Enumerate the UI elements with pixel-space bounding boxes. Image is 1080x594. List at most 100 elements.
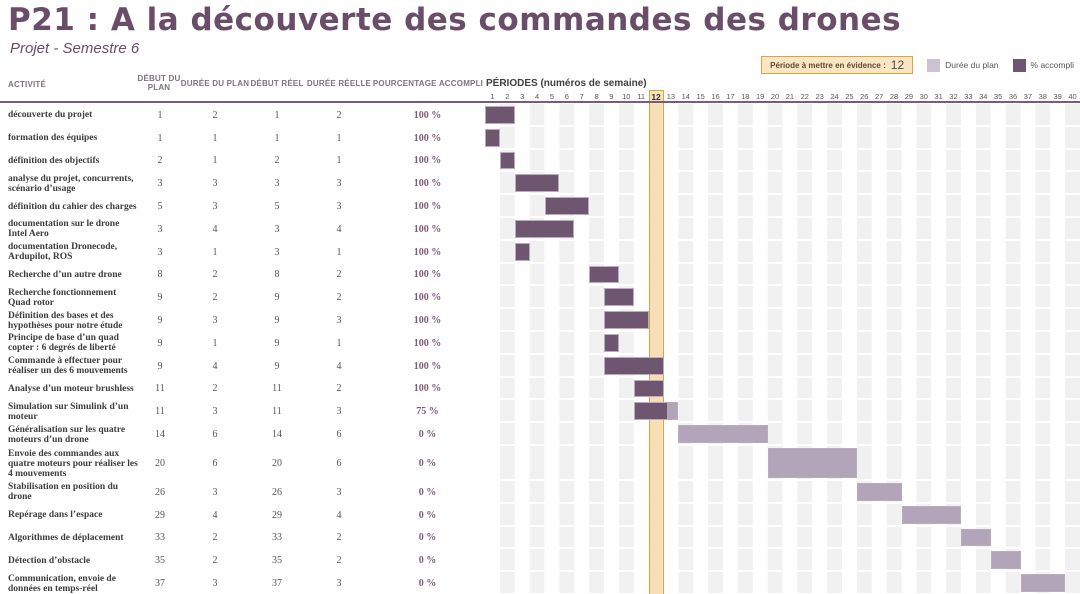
week-stripes-background — [485, 377, 1080, 399]
cell-pourcentage: 0 % — [418, 458, 437, 469]
week-number-20: 20 — [770, 92, 780, 101]
cell-real-dur: 2 — [336, 555, 342, 567]
cell-real-dur: 6 — [336, 429, 342, 441]
cell-real-start: 1 — [274, 132, 280, 144]
week-number-14: 14 — [681, 92, 690, 101]
cell-plan-start: 29 — [155, 509, 165, 521]
cell-plan-dur: 3 — [212, 486, 218, 498]
week-number-37: 37 — [1023, 92, 1033, 101]
cell-plan-dur: 1 — [212, 246, 218, 258]
cell-plan-start: 14 — [155, 429, 165, 441]
week-number-38: 38 — [1038, 92, 1047, 101]
gantt-bar-accompli — [590, 266, 618, 283]
week-number-2: 2 — [505, 92, 510, 101]
gantt-bar-plan — [633, 379, 664, 398]
highlight-week-box: Période à mettre en évidence : 12 — [761, 56, 914, 74]
week-number-1: 1 — [490, 92, 495, 101]
cell-plan-dur: 4 — [212, 223, 218, 235]
legend: Période à mettre en évidence : 12 Durée … — [761, 56, 1074, 74]
task-row-20: Détection d’obstacle 35 2 35 2 0 % — [0, 549, 1080, 572]
cell-real-start: 9 — [274, 292, 280, 304]
week-number-36: 36 — [1008, 92, 1018, 101]
cell-plan-start: 8 — [157, 269, 163, 281]
cell-real-start: 3 — [274, 178, 280, 190]
gantt-strip — [485, 481, 1080, 504]
cell-plan-start: 20 — [155, 458, 165, 469]
gantt-strip — [485, 400, 1080, 423]
highlight-week-label: Période à mettre en évidence : — [770, 60, 886, 70]
cell-real-dur: 3 — [336, 315, 342, 327]
week-number-39: 39 — [1053, 92, 1062, 101]
cell-plan-dur: 2 — [212, 555, 218, 567]
cell-real-dur: 4 — [336, 509, 342, 521]
activity-name: définition des objectifs — [8, 155, 100, 166]
week-number-40: 40 — [1068, 92, 1077, 101]
gantt-strip — [485, 377, 1080, 401]
week-stripes-background — [485, 149, 1080, 171]
gantt-strip — [485, 446, 1080, 481]
gantt-strip — [485, 354, 1080, 378]
gantt-bar-accompli — [515, 243, 529, 260]
week-stripes-background — [485, 354, 1080, 376]
cell-plan-start: 11 — [155, 383, 165, 395]
cell-real-dur: 2 — [336, 383, 342, 395]
legend-plan: Durée du plan — [927, 58, 999, 72]
cell-pourcentage: 100 % — [413, 178, 442, 190]
week-stripes-background — [485, 332, 1080, 353]
activity-name: analyse du projet, concurrents, scénario… — [8, 173, 134, 194]
cell-plan-start: 35 — [155, 555, 165, 567]
cell-real-start: 9 — [274, 315, 280, 327]
cell-plan-dur: 2 — [212, 292, 218, 304]
task-row-21: Communication, envoie de données en temp… — [0, 572, 1080, 594]
gantt-bar-plan — [604, 288, 634, 307]
highlight-week-value[interactable]: 12 — [890, 58, 905, 72]
cell-plan-dur: 2 — [212, 532, 218, 544]
gantt-bar-plan — [485, 106, 515, 124]
gantt-bar-plan — [544, 197, 590, 215]
cell-plan-start: 2 — [157, 155, 163, 167]
cell-pourcentage: 100 % — [413, 292, 442, 304]
task-row-11: Principe de base d’un quad copter : 6 de… — [0, 332, 1080, 355]
cell-pourcentage: 0 % — [418, 532, 437, 544]
week-stripes-background — [485, 240, 1080, 262]
week-stripes-background — [485, 526, 1080, 548]
week-stripes-background — [485, 309, 1080, 330]
cell-pourcentage: 0 % — [418, 429, 437, 441]
legend-done: % accompli — [1012, 58, 1074, 72]
task-row-14: Simulation sur Simulink d’un moteur 11 3 11… — [0, 400, 1080, 423]
week-number-12: 12 — [648, 90, 664, 104]
cell-plan-start: 9 — [157, 292, 163, 304]
cell-plan-dur: 3 — [212, 578, 218, 590]
task-row-5: définition du cahier des charges 5 3 5 3 100 … — [0, 195, 1080, 218]
cell-pourcentage: 75 % — [416, 406, 439, 418]
legend-plan-label: Durée du plan — [945, 60, 999, 70]
week-number-16: 16 — [711, 92, 720, 101]
cell-plan-dur: 3 — [212, 406, 218, 418]
highlighted-week-column — [648, 104, 664, 594]
week-number-33: 33 — [964, 92, 973, 101]
activity-name: formation des équipes — [8, 133, 98, 144]
cell-real-dur: 4 — [336, 360, 342, 372]
week-number-24: 24 — [830, 92, 839, 101]
gantt-strip — [485, 104, 1080, 127]
gantt-bar-accompli — [486, 107, 514, 123]
cell-plan-start: 3 — [157, 246, 163, 258]
cell-real-start: 33 — [272, 532, 282, 544]
cell-plan-dur: 4 — [212, 360, 218, 372]
task-row-19: Algorithmes de déplacement 33 2 33 2 0 % — [0, 526, 1080, 550]
task-row-16: Envoie des commandes aux quatre moteurs … — [0, 446, 1080, 481]
week-number-13: 13 — [666, 92, 676, 101]
week-number-27: 27 — [875, 92, 884, 101]
header-divider-line — [0, 101, 1080, 103]
week-number-10: 10 — [622, 92, 631, 101]
gantt-strip — [485, 149, 1080, 173]
gantt-bar-plan — [961, 528, 991, 547]
week-number-3: 3 — [520, 92, 525, 101]
done-color-swatch — [1012, 58, 1026, 72]
week-stripes-background — [485, 263, 1080, 285]
activity-name: Généralisation sur les quatre moteurs d’… — [8, 424, 126, 445]
cell-plan-dur: 3 — [212, 201, 218, 213]
col-header-activite: ACTIVITÉ — [8, 80, 47, 89]
week-number-30: 30 — [919, 92, 928, 101]
task-row-4: analyse du projet, concurrents, scénario… — [0, 172, 1080, 195]
